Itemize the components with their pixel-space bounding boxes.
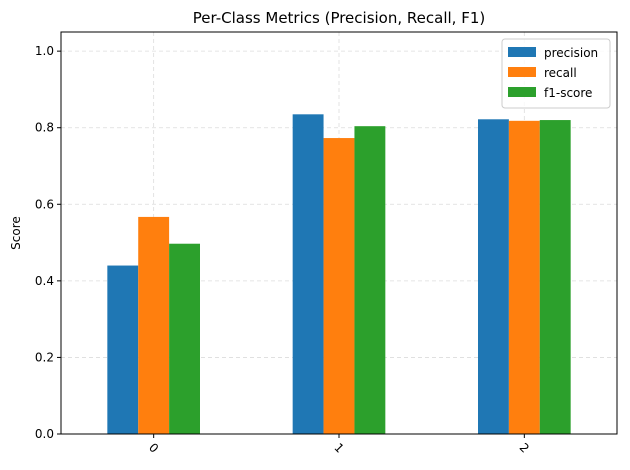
bar-f1-score-2 [539, 120, 571, 435]
y-tick-label: 0.8 [35, 121, 54, 135]
y-axis-label: Score [9, 216, 23, 250]
x-tick-label: 1 [331, 440, 346, 455]
y-tick-label: 0.4 [35, 274, 54, 288]
legend-swatch-precision [508, 47, 536, 57]
legend-label-precision: precision [544, 46, 598, 60]
bars [107, 114, 571, 435]
chart-title: Per-Class Metrics (Precision, Recall, F1… [193, 9, 485, 27]
bar-precision-1 [292, 114, 324, 435]
legend-swatch-recall [508, 67, 536, 77]
legend-swatch-f1-score [508, 87, 536, 97]
bar-recall-1 [323, 138, 355, 434]
bar-f1-score-1 [354, 126, 386, 434]
bar-f1-score-0 [169, 243, 200, 434]
legend: precision recall f1-score [501, 38, 611, 109]
y-tick-label: 0.0 [35, 427, 54, 441]
bar-recall-0 [138, 216, 170, 434]
x-tick-label: 2 [517, 440, 532, 455]
x-tick-label: 0 [146, 440, 161, 455]
bar-precision-2 [478, 119, 509, 434]
bar-precision-0 [107, 265, 139, 434]
bar-recall-2 [508, 120, 540, 434]
y-tick-label: 0.2 [35, 350, 54, 364]
y-tick-label: 0.6 [35, 197, 54, 211]
y-tick-label: 1.0 [35, 44, 54, 58]
legend-label-recall: recall [544, 66, 577, 80]
legend-label-f1-score: f1-score [544, 86, 592, 100]
